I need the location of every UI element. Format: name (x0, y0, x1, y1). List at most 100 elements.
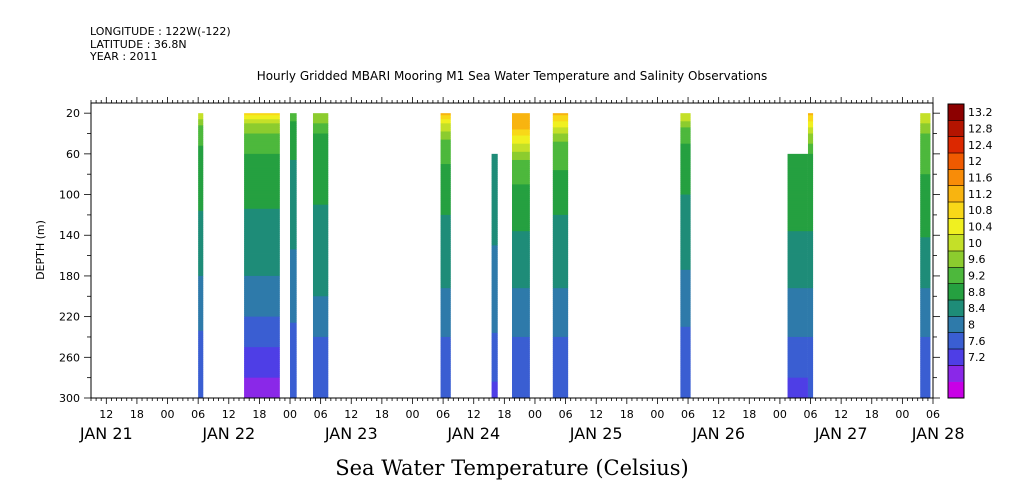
temperature-cell (290, 359, 297, 362)
temperature-cell (440, 184, 451, 187)
temperature-cell (552, 280, 569, 283)
temperature-cell (198, 312, 204, 315)
temperature-cell (680, 385, 691, 389)
temperature-cell (198, 164, 204, 167)
temperature-cell (807, 137, 814, 141)
temperature-cell (512, 196, 530, 200)
temperature-cell (198, 290, 204, 293)
temperature-cell (312, 172, 329, 175)
temperature-cell (552, 391, 569, 395)
temperature-cell (787, 261, 808, 265)
temperature-cell (290, 147, 297, 151)
temperature-cell (512, 235, 530, 238)
temperature-cell (244, 341, 280, 344)
temperature-cell (512, 328, 530, 332)
temperature-cell (680, 387, 691, 391)
temperature-cell (512, 170, 530, 173)
temperature-cell (244, 324, 280, 328)
temperature-cell (290, 129, 297, 132)
temperature-cell (787, 202, 808, 206)
temperature-cell (312, 298, 329, 301)
temperature-cell (787, 204, 808, 208)
temperature-cell (312, 204, 329, 208)
temperature-cell (244, 121, 280, 124)
temperature-cell (680, 339, 691, 342)
temperature-cell (512, 255, 530, 259)
temperature-cell (312, 137, 329, 141)
temperature-cell (198, 194, 204, 197)
temperature-cell (680, 314, 691, 318)
temperature-cell (807, 200, 814, 204)
temperature-cell (552, 200, 569, 204)
temperature-cell (312, 296, 329, 299)
temperature-cell (491, 363, 498, 366)
x-tick-label: 06 (191, 408, 205, 421)
temperature-cell (680, 210, 691, 214)
temperature-cell (680, 245, 691, 248)
temperature-cell (680, 269, 691, 273)
temperature-cell (244, 265, 280, 269)
temperature-cell (440, 395, 451, 399)
temperature-cell (512, 192, 530, 195)
x-tick-label: 00 (405, 408, 419, 421)
temperature-cell (920, 275, 931, 279)
temperature-cell (552, 314, 569, 318)
temperature-cell (920, 178, 931, 181)
temperature-column (290, 113, 297, 399)
temperature-cell (512, 182, 530, 185)
temperature-cell (920, 218, 931, 222)
temperature-cell (807, 363, 814, 366)
temperature-cell (440, 210, 451, 214)
temperature-cell (198, 131, 204, 134)
temperature-cell (787, 339, 808, 342)
temperature-cell (244, 385, 280, 389)
temperature-cell (552, 257, 569, 261)
temperature-cell (787, 280, 808, 283)
temperature-cell (244, 190, 280, 193)
temperature-cell (807, 204, 814, 208)
temperature-cell (512, 377, 530, 381)
temperature-cell (491, 245, 498, 248)
temperature-cell (198, 139, 204, 143)
temperature-cell (198, 347, 204, 350)
temperature-cell (680, 381, 691, 385)
temperature-cell (920, 383, 931, 387)
temperature-cell (198, 328, 204, 332)
temperature-cell (244, 351, 280, 354)
temperature-cell (440, 212, 451, 216)
colorbar-swatch (948, 251, 964, 268)
temperature-cell (807, 355, 814, 358)
temperature-cell (244, 225, 280, 228)
temperature-cell (680, 200, 691, 204)
temperature-cell (198, 231, 204, 234)
colorbar-swatch (948, 136, 964, 154)
temperature-cell (512, 275, 530, 279)
temperature-cell (290, 117, 297, 120)
temperature-cell (244, 113, 280, 116)
temperature-cell (491, 233, 498, 236)
temperature-cell (680, 223, 691, 226)
temperature-cell (920, 251, 931, 254)
temperature-cell (491, 159, 498, 163)
temperature-cell (290, 223, 297, 226)
temperature-cell (290, 212, 297, 216)
temperature-cell (440, 318, 451, 322)
temperature-cell (312, 237, 329, 240)
temperature-cell (491, 249, 498, 252)
temperature-cell (198, 206, 204, 210)
temperature-cell (290, 282, 297, 285)
temperature-cell (807, 280, 814, 283)
temperature-cell (680, 141, 691, 145)
temperature-cell (512, 194, 530, 197)
temperature-cell (198, 275, 204, 279)
temperature-cell (552, 131, 569, 134)
temperature-cell (312, 300, 329, 303)
temperature-cell (244, 387, 280, 391)
temperature-cell (290, 312, 297, 315)
temperature-cell (512, 139, 530, 143)
temperature-cell (552, 231, 569, 234)
temperature-cell (440, 223, 451, 226)
temperature-cell (512, 391, 530, 395)
x-tick-label: 18 (497, 408, 511, 421)
temperature-cell (312, 190, 329, 193)
